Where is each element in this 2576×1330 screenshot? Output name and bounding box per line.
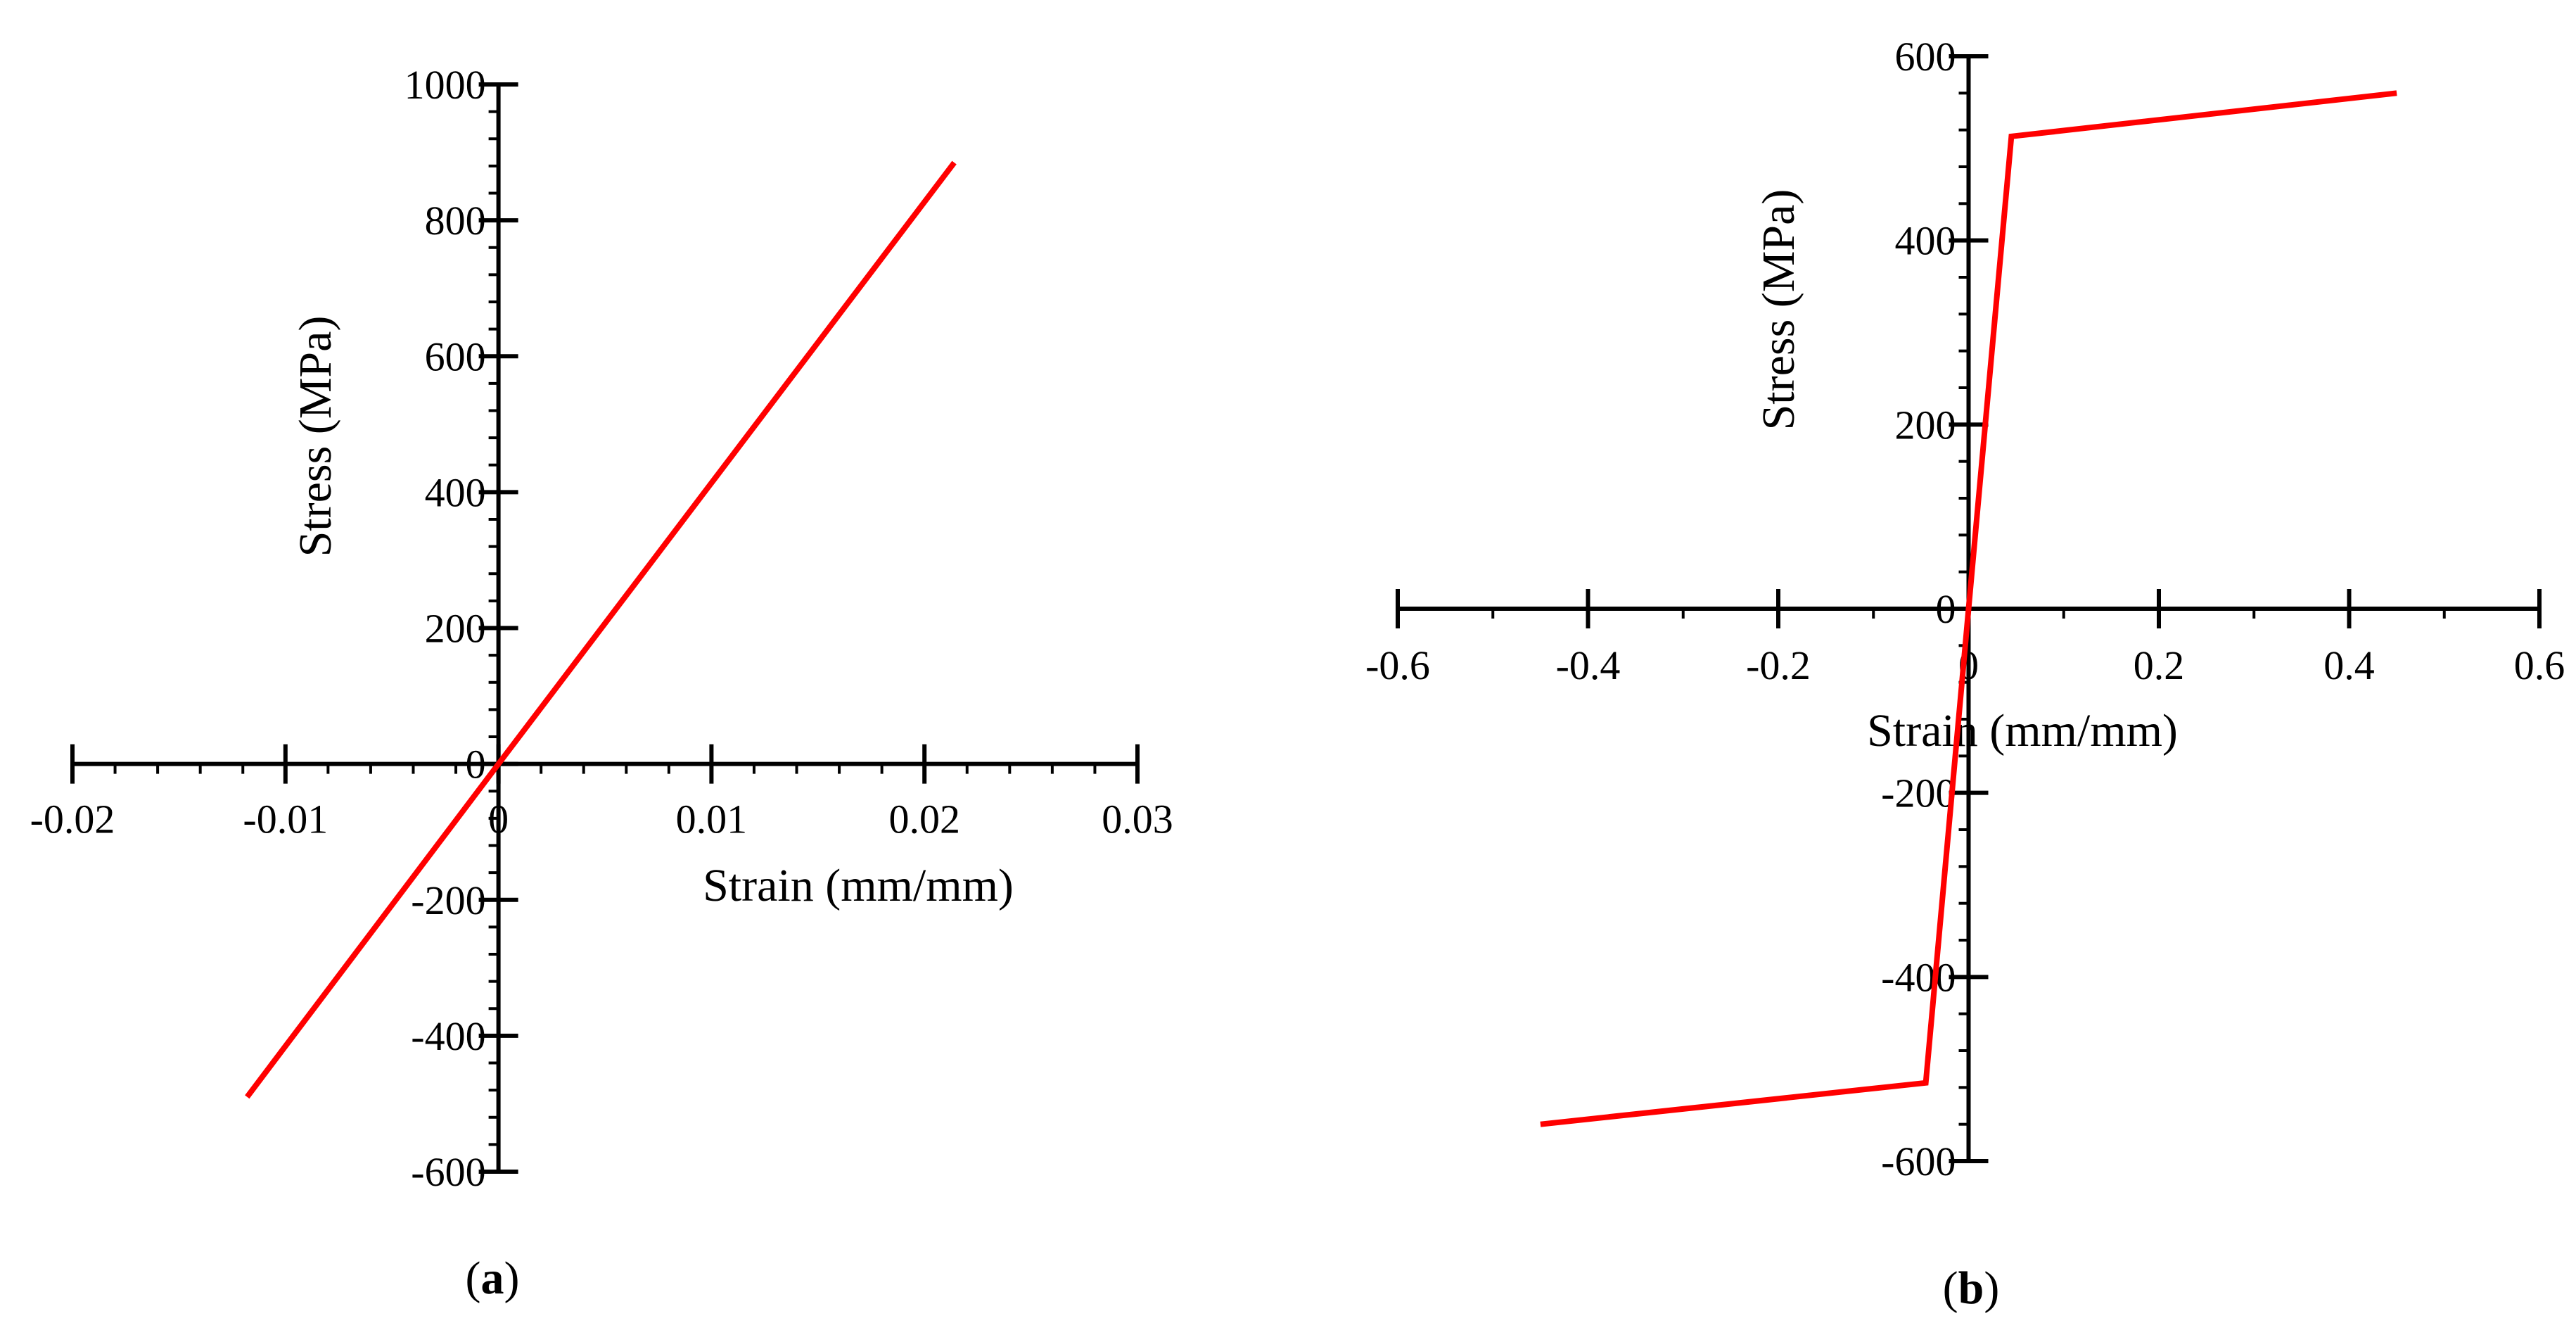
y-tick-label: 200 [425,606,486,652]
y-tick-label: 1000 [404,62,486,108]
y-tick-label: -400 [1881,954,1956,1000]
x-tick-label: -0.01 [243,797,328,842]
y-tick-label-zero: 0 [466,742,486,787]
x-tick-label: 0.01 [676,797,748,842]
y-tick-label: 400 [425,469,486,515]
y-tick-label: 800 [425,198,486,243]
y-axis-title: Stress (MPa) [1753,189,1804,431]
y-tick-label: 600 [425,334,486,379]
x-tick-label: 0 [488,797,509,842]
x-tick-label: 0.6 [2514,642,2565,688]
series-line [1540,90,2397,1127]
y-tick-label: -200 [411,878,485,923]
y-tick-label-zero: 0 [1936,586,1956,632]
y-tick-label: 400 [1895,218,1956,264]
x-tick-label: 0.4 [2323,642,2375,688]
panel-label-b: (b) [1943,1262,2000,1314]
y-tick-label: 200 [1895,402,1956,448]
y-axis-title: Stress (MPa) [290,316,341,557]
panel-label-a: (a) [466,1253,520,1304]
x-tick-label: 0.02 [888,797,960,842]
x-tick-label: -0.6 [1365,642,1430,688]
x-tick-label: 0.2 [2134,642,2185,688]
chart-b: -0.6 -0.4 -0.2 0 0.2 0.4 0.6 -600 -400 -200 200 400… [1365,34,2565,1184]
x-tick-label: -0.02 [30,797,115,842]
y-tick-label: 600 [1895,34,1956,80]
y-tick-label: -600 [1881,1139,1956,1184]
chart-a: -0.02 -0.01 0 0.01 0.02 0.03 -600 -400 -200 200 40… [30,62,1173,1195]
x-tick-label: -0.4 [1556,642,1621,688]
series-line [245,160,957,1099]
x-axis-title: Strain (mm/mm) [703,860,1014,911]
y-tick-label: -400 [411,1013,485,1059]
y-tick-label: -200 [1881,771,1956,816]
x-tick-label: -0.2 [1746,642,1811,688]
x-tick-label: 0.03 [1102,797,1173,842]
x-axis-title: Strain (mm/mm) [1867,705,2178,756]
y-tick-label: -600 [411,1149,485,1195]
